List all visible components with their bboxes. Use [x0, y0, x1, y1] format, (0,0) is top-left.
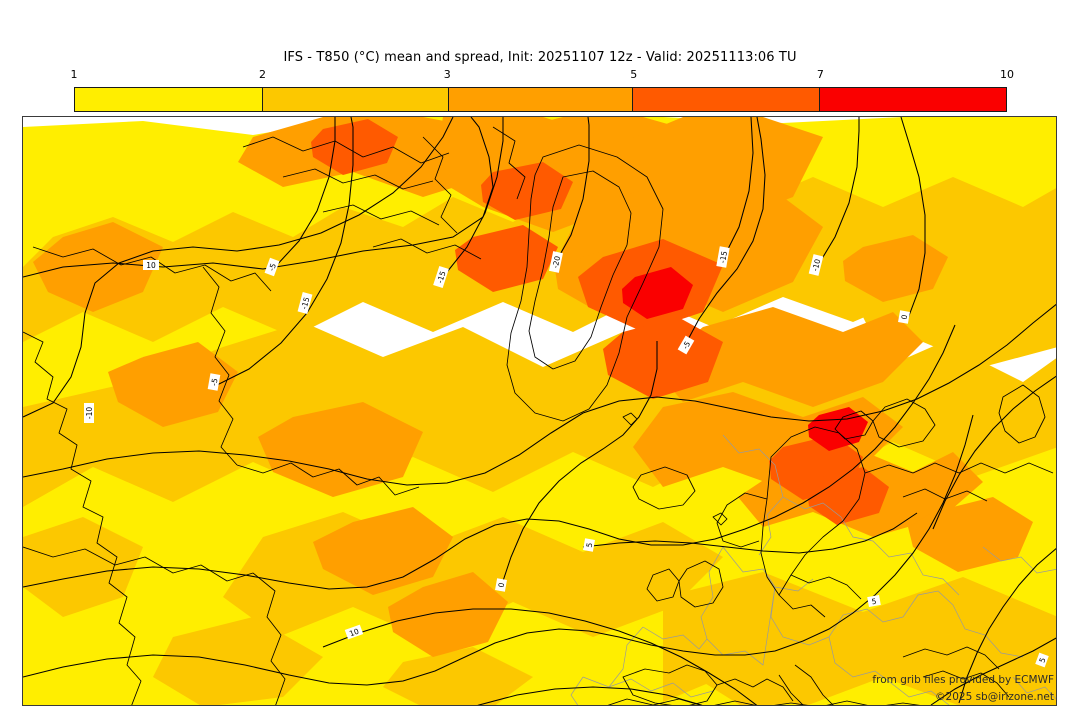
page-title: IFS - T850 (°C) mean and spread, Init: 2…	[283, 50, 797, 65]
svg-text:5: 5	[871, 597, 877, 607]
svg-text:-15: -15	[300, 296, 312, 310]
country-borders	[570, 434, 1056, 705]
colorbar-segment-7-10	[819, 88, 1006, 111]
colorbar-tick-10: 10	[1000, 68, 1014, 81]
map-canvas[interactable]: 10 -10 -5 -5 -15 -15 -20 -15 -10 -5 0 0 …	[23, 117, 1057, 706]
colorbar-tick-3: 3	[443, 68, 451, 81]
svg-text:-10: -10	[85, 407, 94, 419]
contour-lines	[23, 117, 1056, 705]
svg-text:-5: -5	[267, 262, 278, 272]
svg-text:-15: -15	[718, 250, 729, 264]
colorbar-tick-2: 2	[258, 68, 266, 81]
svg-text:-20: -20	[551, 255, 562, 269]
colorbar-tick-5: 5	[630, 68, 638, 81]
spread-layer-3-5	[33, 117, 1033, 657]
svg-text:10: 10	[146, 261, 156, 270]
svg-text:-5: -5	[209, 377, 219, 386]
spread-layer-5-7	[311, 119, 889, 525]
colorbar-segment-1-2	[75, 88, 264, 111]
svg-text:5: 5	[585, 542, 595, 548]
colorbar-gradient	[74, 87, 1007, 112]
colorbar-segment-5-7	[632, 88, 820, 111]
svg-text:0: 0	[900, 314, 910, 320]
svg-text:10: 10	[348, 627, 360, 639]
colorbar-tick-1: 1	[70, 68, 78, 81]
svg-text:0: 0	[497, 582, 507, 588]
weather-map[interactable]: 10 -10 -5 -5 -15 -15 -20 -15 -10 -5 0 0 …	[22, 116, 1057, 706]
svg-text:-5: -5	[681, 340, 693, 351]
colorbar-segment-3-5	[449, 88, 633, 111]
svg-text:-10: -10	[811, 258, 823, 272]
colorbar-segment-2-3	[263, 88, 450, 111]
colorbar-tick-labels: 1 2 3 5 7 10	[70, 68, 1015, 84]
colorbar-tick-7: 7	[816, 68, 824, 81]
colorbar	[74, 87, 1007, 112]
svg-text:5: 5	[1037, 656, 1047, 664]
svg-text:-15: -15	[435, 270, 447, 285]
